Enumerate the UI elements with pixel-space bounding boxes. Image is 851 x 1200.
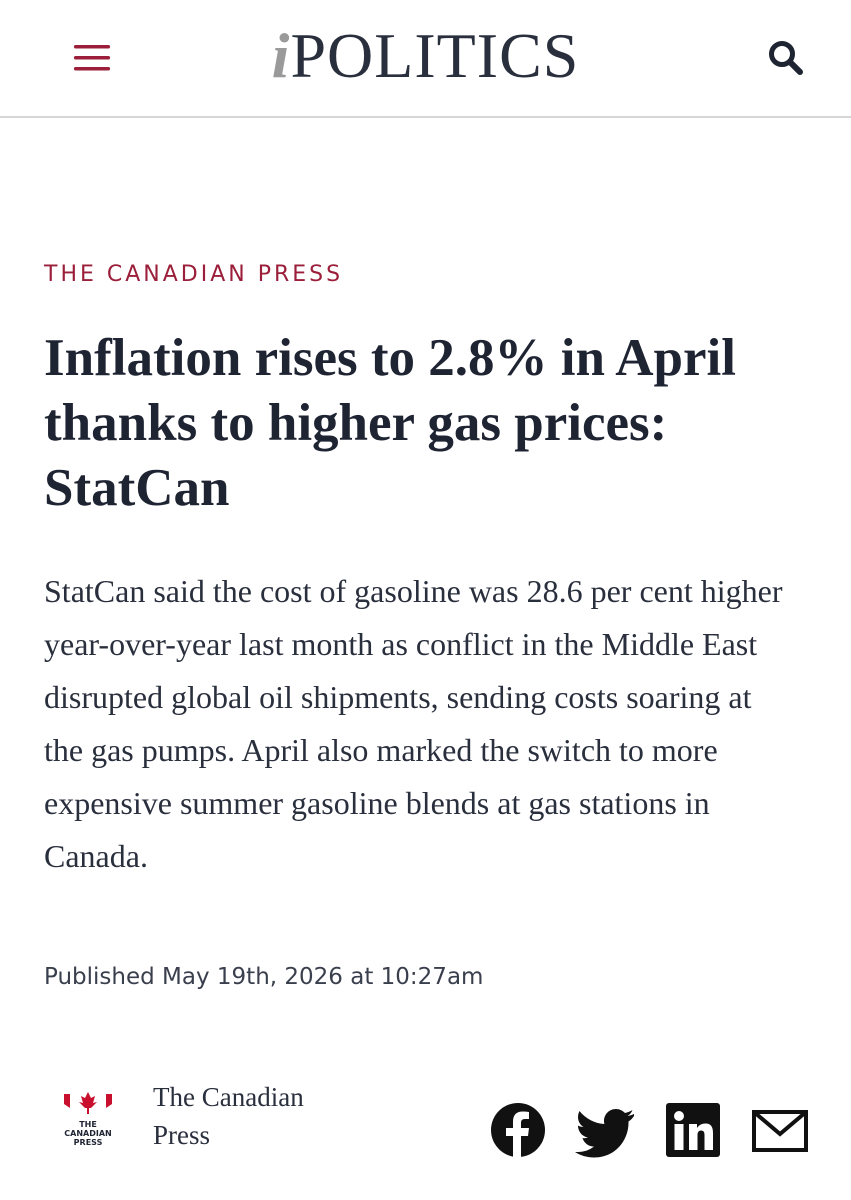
email-share[interactable]: [752, 1110, 808, 1152]
share-icons: [491, 1103, 808, 1158]
header: iPOLITICS: [0, 0, 851, 118]
author-logo-text: THE CANADIAN PRESS: [52, 1120, 124, 1147]
linkedin-share[interactable]: [666, 1103, 720, 1157]
logo-prefix: i: [271, 20, 291, 91]
canadian-press-emblem: [64, 1092, 112, 1114]
logo-line: PRESS: [73, 1138, 103, 1147]
logo-line: CANADIAN: [64, 1129, 112, 1138]
logo-name: POLITICS: [290, 20, 580, 91]
site-logo[interactable]: iPOLITICS: [0, 20, 851, 92]
twitter-share[interactable]: [575, 1109, 634, 1158]
headline: Inflation rises to 2.8% in April thanks …: [44, 329, 737, 517]
menu-button[interactable]: [72, 42, 112, 74]
logo-line: THE: [79, 1120, 97, 1129]
published-date: Published May 19th, 2026 at 10:27am: [44, 964, 484, 990]
search-button[interactable]: [766, 38, 806, 78]
author-name[interactable]: The Canadian Press: [153, 1082, 304, 1150]
category-label[interactable]: THE CANADIAN PRESS: [44, 262, 344, 287]
facebook-share[interactable]: [491, 1103, 545, 1158]
summary: StatCan said the cost of gasoline was 28…: [44, 573, 783, 874]
